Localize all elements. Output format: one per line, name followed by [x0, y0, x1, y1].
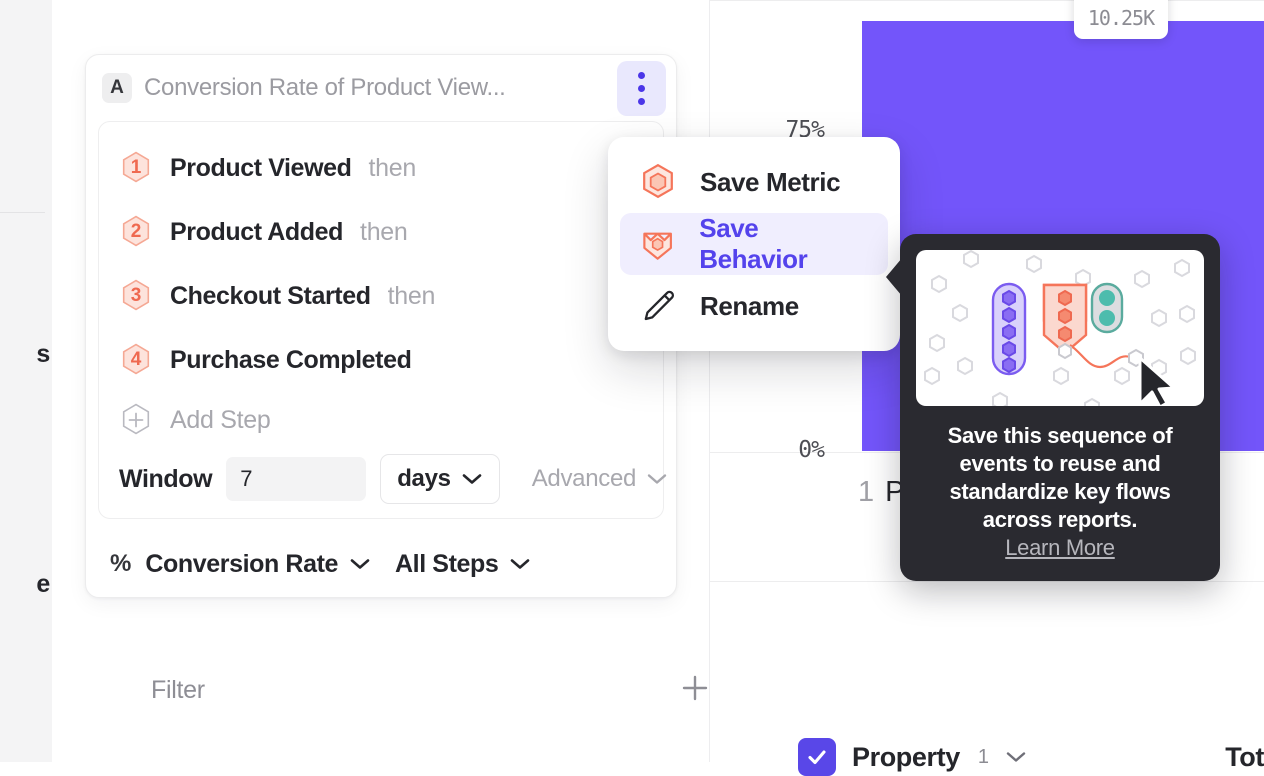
- chevron-down-icon: [511, 559, 530, 569]
- percent-icon: %: [110, 550, 132, 577]
- legend-total-label: Tot: [1225, 742, 1264, 772]
- kebab-menu-icon[interactable]: [617, 60, 666, 116]
- pencil-icon: [644, 290, 674, 321]
- y-axis-label-0: 0%: [798, 437, 825, 463]
- step-event-name: Product Viewed: [170, 153, 352, 182]
- step-connector: then: [360, 217, 408, 246]
- window-unit-select[interactable]: days: [380, 454, 500, 504]
- learn-more-link[interactable]: Learn More: [1005, 535, 1115, 560]
- query-builder-column: A Conversion Rate of Product View... 1 P…: [52, 0, 710, 762]
- menu-item-label: Save Behavior: [699, 213, 808, 274]
- step-number-hexagon-icon: 3: [119, 279, 153, 313]
- chevron-down-icon[interactable]: [1005, 750, 1027, 764]
- kebab-dot-2: [638, 84, 645, 92]
- sidebar-clipped-label-bottom: e: [36, 570, 50, 598]
- menu-item-save-behavior[interactable]: Save Behavior: [620, 213, 888, 275]
- advanced-label: Advanced: [531, 465, 637, 492]
- metric-builder-card: A Conversion Rate of Product View... 1 P…: [85, 54, 677, 598]
- shield-behavior-icon: [643, 232, 672, 260]
- legend-property-row[interactable]: Property 1: [798, 738, 1027, 776]
- legend-property-label: Property: [852, 741, 960, 772]
- chevron-down-icon: [350, 559, 370, 569]
- check-icon: [808, 750, 826, 765]
- metric-type-select[interactable]: Conversion Rate: [145, 550, 371, 579]
- kebab-dot-1: [638, 71, 645, 79]
- measure-row: % Conversion Rate All Steps: [86, 531, 676, 597]
- tooltip-illustration: [916, 250, 1204, 406]
- plus-hexagon-icon: [119, 403, 153, 437]
- left-sidebar-rail: s e: [0, 0, 53, 762]
- gridline-100: [710, 0, 1264, 1]
- behavior-flow-illustration: [924, 250, 1196, 406]
- step-event-name: Product Added: [170, 217, 344, 246]
- table-row[interactable]: 3 Checkout Started then: [99, 264, 663, 328]
- step-number: 1: [130, 157, 142, 178]
- save-behavior-tooltip: Save this sequence of events to reuse an…: [886, 234, 1220, 581]
- menu-item-label: Save Metric: [700, 166, 841, 197]
- checkbox-checked-icon[interactable]: [798, 738, 836, 776]
- add-filter-button[interactable]: [679, 672, 711, 709]
- menu-item-rename[interactable]: Rename: [620, 275, 888, 337]
- table-row[interactable]: 2 Product Added then: [99, 200, 663, 264]
- menu-item-save-metric[interactable]: Save Metric: [620, 151, 888, 213]
- window-label: Window: [119, 464, 213, 493]
- bar-tooltip-count: 10.25K: [1087, 6, 1155, 30]
- step-number: 3: [130, 285, 142, 306]
- x-axis-category-index: 1: [858, 476, 875, 508]
- cursor-arrow-icon: [1138, 356, 1176, 406]
- chevron-down-icon: [462, 474, 482, 484]
- metric-scope-label: All Steps: [395, 549, 499, 578]
- step-number: 4: [130, 349, 142, 370]
- window-control-row: Window days Advanced: [99, 448, 667, 508]
- step-number-hexagon-icon: 2: [119, 215, 153, 249]
- step-connector: then: [387, 281, 436, 310]
- sidebar-clipped-label-top: s: [36, 340, 50, 368]
- chart-bottom-divider: [710, 581, 1264, 582]
- step-event-name: Purchase Completed: [170, 345, 412, 374]
- tooltip-body-text: Save this sequence of events to reuse an…: [947, 423, 1173, 532]
- metric-scope-select[interactable]: All Steps: [395, 550, 531, 579]
- bar-value-tooltip: 100% 10.25K: [1074, 0, 1168, 39]
- step-number-hexagon-icon: 4: [119, 343, 153, 377]
- chevron-down-icon: [647, 474, 667, 484]
- step-event-name: Checkout Started: [170, 281, 371, 310]
- advanced-toggle[interactable]: Advanced: [532, 465, 668, 493]
- legend-property-index: 1: [977, 745, 989, 768]
- metric-letter-badge: A: [102, 73, 132, 103]
- menu-item-label: Rename: [700, 290, 799, 321]
- add-step-label: Add Step: [170, 405, 271, 434]
- bar-tooltip-percent: 100%: [1093, 0, 1151, 5]
- metric-title[interactable]: Conversion Rate of Product View...: [144, 74, 506, 101]
- x-axis-category-text: P: [885, 476, 905, 508]
- window-input[interactable]: [226, 457, 367, 501]
- step-number-hexagon-icon: 1: [119, 151, 153, 185]
- table-row[interactable]: 1 Product Viewed then: [99, 136, 663, 200]
- table-row[interactable]: 4 Purchase Completed: [99, 328, 663, 392]
- metric-builder-header: A Conversion Rate of Product View...: [86, 55, 676, 121]
- add-step-button[interactable]: Add Step: [99, 392, 663, 448]
- window-unit-label: days: [397, 465, 451, 492]
- metric-type-label: Conversion Rate: [145, 549, 339, 578]
- step-number: 2: [130, 221, 142, 242]
- metric-options-menu: Save Metric Save Behavior Rename: [608, 137, 900, 351]
- plus-icon: [682, 675, 708, 701]
- filter-label: Filter: [151, 676, 205, 704]
- funnel-steps-box: 1 Product Viewed then 2 Product Added th…: [98, 121, 667, 519]
- step-connector: then: [368, 153, 417, 182]
- hexagon-metric-icon: [643, 163, 673, 199]
- tooltip-caret-icon: [886, 258, 902, 296]
- x-axis-category-label: 1 P: [858, 476, 904, 509]
- kebab-dot-3: [638, 97, 645, 105]
- sidebar-divider: [0, 212, 45, 213]
- filter-section: Filter: [151, 672, 711, 709]
